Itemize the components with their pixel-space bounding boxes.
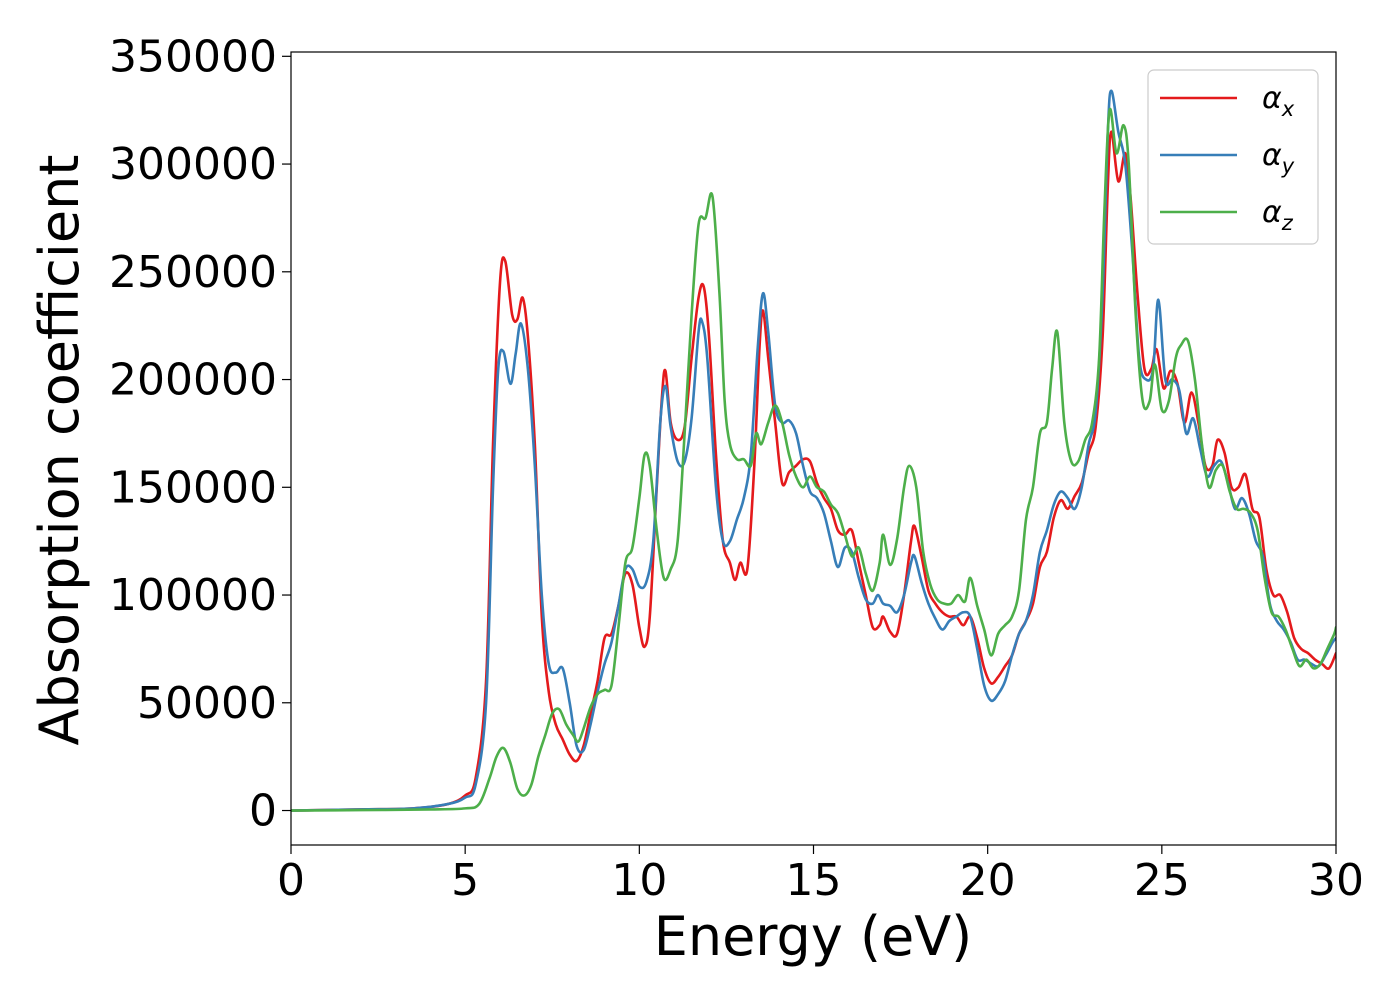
y-tick-label: 50000	[137, 678, 277, 729]
x-tick-label: 25	[1134, 855, 1190, 906]
legend-box	[1147, 69, 1319, 245]
x-axis: 0 5 10 15 20 25 30	[277, 845, 1364, 906]
series-line-y	[291, 89, 1336, 812]
x-tick-label: 10	[611, 855, 667, 906]
y-tick-label: 200000	[109, 355, 277, 406]
y-tick-label: 0	[249, 786, 277, 837]
x-tick-label: 20	[960, 855, 1016, 906]
legend-label-z: αz	[1262, 195, 1294, 235]
x-tick-label: 0	[277, 855, 305, 906]
y-tick-label: 100000	[109, 570, 277, 621]
y-tick-label: 350000	[109, 31, 277, 82]
legend: αx αy αz	[1147, 69, 1319, 245]
y-axis-title: Absorption coefficient	[28, 155, 91, 746]
y-tick-label: 250000	[109, 247, 277, 298]
x-tick-label: 15	[786, 855, 842, 906]
legend-label-x: αx	[1262, 81, 1295, 121]
legend-label-y: αy	[1262, 138, 1295, 178]
series-layer	[291, 89, 1336, 812]
y-axis: 0 50000 100000 150000 200000 250000 300000 3500…	[109, 31, 291, 837]
x-axis-title: Energy (eV)	[654, 905, 973, 968]
y-tick-label: 150000	[109, 462, 277, 513]
x-tick-label: 30	[1308, 855, 1364, 906]
x-tick-label: 5	[451, 855, 479, 906]
y-tick-label: 300000	[109, 139, 277, 190]
series-line-x	[291, 130, 1336, 812]
series-line-z	[291, 107, 1336, 812]
